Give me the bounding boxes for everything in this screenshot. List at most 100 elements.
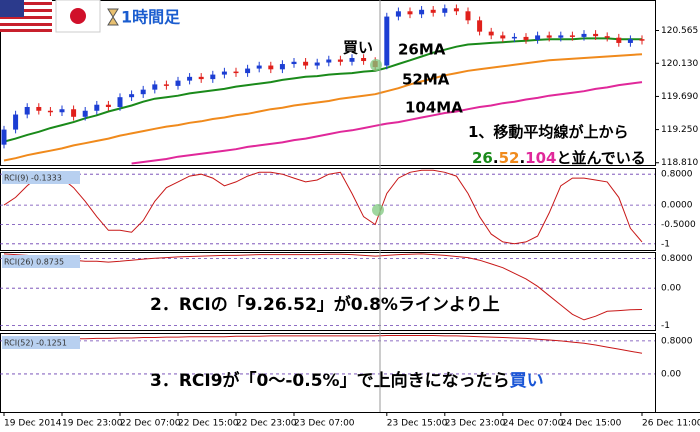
candle-body xyxy=(442,8,448,13)
candle-body xyxy=(59,109,65,113)
signal-dot xyxy=(370,59,382,71)
rci-line xyxy=(4,335,643,354)
y-tick-label: -1 xyxy=(661,321,670,331)
y-tick-label: 120.565 xyxy=(661,26,698,36)
rci-line xyxy=(3,253,643,321)
candle-body xyxy=(523,36,529,40)
annotation-segment: . xyxy=(493,149,499,167)
candle-body xyxy=(546,35,552,38)
x-tick-label: 23 Dec 07:00 xyxy=(294,419,355,429)
x-tick-label: 24 Dec 07:00 xyxy=(503,419,564,429)
candle-body xyxy=(24,106,30,115)
rci-label-bg xyxy=(2,171,80,184)
ma-line xyxy=(131,81,643,165)
candle-body xyxy=(384,16,390,66)
annotation-segment: 2．RCIの「9.26.52」が0.8%ラインより上 xyxy=(150,294,500,315)
candle-body xyxy=(36,106,42,111)
y-tick-label: 0.8000 xyxy=(661,170,693,180)
annotation-segment: 26 xyxy=(472,149,493,167)
x-tick-label: 26 Dec 11:00 xyxy=(642,419,700,429)
candle-body xyxy=(569,35,575,37)
ma-label: 26MA xyxy=(398,41,446,59)
y-tick-label: 120.130 xyxy=(661,59,698,69)
y-tick-label: 118.810 xyxy=(661,158,698,168)
candle-body xyxy=(558,35,564,38)
candle-body xyxy=(140,89,146,95)
signal-dot xyxy=(372,204,384,216)
candle-body xyxy=(71,109,77,117)
candle-body xyxy=(245,68,251,74)
rci-line xyxy=(3,169,643,245)
y-tick-label: -0.5000 xyxy=(661,220,696,230)
rci-label: RCI(9) -0.1333 xyxy=(4,174,62,183)
candle-body xyxy=(407,11,413,15)
timeframe-title: 1時間足 xyxy=(121,8,181,27)
candle-body xyxy=(221,71,227,75)
candle-body xyxy=(511,36,517,39)
candle-body xyxy=(349,58,355,62)
candle-body xyxy=(279,64,285,70)
candle-body xyxy=(395,11,401,17)
y-tick-label: 0.8000 xyxy=(661,336,693,346)
ma-line xyxy=(3,37,642,143)
annotation-segment: 3．RCI9が「0～-0.5%」で上向きになったら xyxy=(150,370,510,391)
y-tick-label: 0.00 xyxy=(661,369,681,379)
candle-body xyxy=(535,35,541,40)
header: 1時間足 xyxy=(0,0,181,33)
y-tick-label: 0.00 xyxy=(661,284,681,294)
x-tick-label: 19 Dec 2014 xyxy=(4,419,62,429)
annotation: 1、移動平均線が上から xyxy=(468,123,628,141)
candle-body xyxy=(593,33,599,37)
candle-body xyxy=(13,114,19,130)
annotation-segment: 1、移動平均線が上から xyxy=(468,123,628,141)
candle-body xyxy=(94,104,100,111)
annotation: 26.52.104と並んでいる xyxy=(472,149,646,167)
candle-body xyxy=(616,37,622,43)
candle-body xyxy=(627,39,633,43)
panel-frame xyxy=(0,0,656,166)
candle-body xyxy=(163,84,169,86)
y-tick-label: -1 xyxy=(661,239,670,249)
candle-body xyxy=(117,97,123,107)
candle-body xyxy=(604,36,610,38)
x-tick-label: 22 Dec 23:00 xyxy=(236,419,297,429)
ma-label: 104MA xyxy=(405,99,463,117)
candle-body xyxy=(82,110,88,117)
candle-body xyxy=(639,39,645,41)
candle-body xyxy=(1,129,7,145)
y-tick-label: 0.8000 xyxy=(661,254,693,264)
candle-body xyxy=(105,104,111,107)
candle-body xyxy=(326,59,332,63)
candle-body xyxy=(256,65,262,69)
x-tick-label: 23 Dec 15:00 xyxy=(387,419,448,429)
rci-label: RCI(26) 0.8735 xyxy=(4,258,64,267)
candle-body xyxy=(314,62,320,66)
rci-label-bg xyxy=(2,336,80,349)
x-tick-label: 22 Dec 15:00 xyxy=(178,419,239,429)
candle-body xyxy=(210,74,216,80)
candle-body xyxy=(581,33,587,37)
candle-body xyxy=(303,61,309,66)
candle-body xyxy=(430,9,436,13)
candle-body xyxy=(233,71,239,74)
annotation: 2．RCIの「9.26.52」が0.8%ラインより上 xyxy=(150,294,500,315)
rci-label-bg xyxy=(2,255,80,268)
ma-line xyxy=(3,53,643,162)
y-tick-label: 119.250 xyxy=(661,125,698,135)
candle-body xyxy=(477,20,483,32)
x-tick-label: 24 Dec 15:00 xyxy=(561,419,622,429)
hourglass-icon xyxy=(107,8,119,26)
candle-body xyxy=(291,61,297,65)
candle-body xyxy=(488,31,494,36)
candle-body xyxy=(361,58,367,62)
japan-flag xyxy=(55,0,101,33)
annotation-segment: . xyxy=(519,149,525,167)
annotation-segment: 52 xyxy=(499,149,520,167)
y-tick-label: 119.690 xyxy=(661,92,698,102)
us-flag xyxy=(0,0,52,32)
x-tick-label: 22 Dec 07:00 xyxy=(120,419,181,429)
candle-body xyxy=(500,35,506,39)
